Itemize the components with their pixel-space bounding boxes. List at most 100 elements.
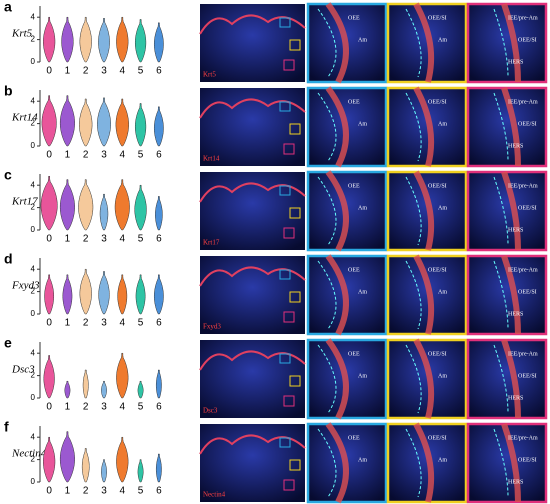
zoom-label: Am [358,205,367,211]
zoom-label: Am [438,289,447,295]
x-tick-label: 0 [46,66,52,77]
boundary [493,344,509,414]
epithelium-band [501,255,521,335]
epithelium-band [325,86,349,168]
boundary [405,344,422,414]
violin [134,19,147,63]
gene-name: Krt17 [11,196,38,208]
x-tick-label: 4 [120,318,126,329]
roi-yellow [289,123,301,135]
violin [79,98,93,147]
y-tick-label: 4 [31,96,36,105]
boundary [405,428,422,498]
zoom-label: Am [358,37,367,43]
x-tick-label: 5 [138,486,144,497]
y-tick-label: 4 [31,348,36,357]
zoom-label: OEE [348,267,360,273]
violin [59,95,75,147]
roi-magenta [283,479,295,491]
x-tick-label: 3 [101,318,107,329]
boundary [317,344,337,414]
violin [79,16,92,63]
x-tick-label: 6 [156,150,162,161]
x-tick-label: 2 [83,318,89,329]
epithelium-band [501,423,521,503]
roi-yellow [289,39,301,51]
image-gene-label: Fxyd3 [203,323,221,331]
boundary [493,92,509,162]
image-gene-label: Dsc3 [203,407,218,415]
violin [43,16,56,63]
zoom-label: Am [358,457,367,463]
x-tick-label: 4 [120,486,126,497]
boundary [317,428,337,498]
image-gene-label: Krt5 [203,71,216,79]
epithelium-band [501,87,521,167]
zoom-label: OEE/SI [428,435,447,441]
violin [97,97,111,147]
y-tick-label: 0 [31,225,36,234]
boundary [493,176,509,246]
x-tick-label: 2 [83,150,89,161]
violin [137,459,144,483]
violin [114,179,130,231]
zoom-label: OEE/SI [518,205,537,211]
violin [59,179,75,231]
x-tick-label: 1 [65,66,71,77]
x-tick-label: 4 [120,402,126,413]
x-tick-label: 0 [46,486,52,497]
x-tick-label: 2 [83,402,89,413]
zoom-label: OEE/SI [428,183,447,189]
panel-letter: c [4,167,12,183]
x-tick-label: 3 [101,486,107,497]
y-tick-label: 4 [31,180,36,189]
x-tick-label: 4 [120,234,126,245]
zoom-label: OEE/SI [428,267,447,273]
x-tick-label: 1 [65,402,71,413]
x-tick-label: 2 [83,486,89,497]
violin [44,274,55,315]
x-tick-label: 0 [46,402,52,413]
boundary [317,92,337,162]
x-tick-label: 4 [120,66,126,77]
violin [41,95,57,147]
y-tick-label: 4 [31,264,36,273]
epithelium-band [501,171,521,251]
x-tick-label: 4 [120,150,126,161]
zoom-label: OEE/SI [518,121,537,127]
panel-letter: a [4,0,12,15]
boundary [493,260,509,330]
zoom-label: IEE/pre-Am [508,183,538,189]
gene-name: Fxyd3 [11,280,40,292]
violin [134,184,147,231]
violin [82,369,89,399]
violin [135,274,146,315]
y-tick-label: 0 [31,309,36,318]
y-tick-label: 2 [31,287,36,296]
x-tick-label: 5 [138,150,144,161]
roi-magenta [283,227,295,239]
zoom-label: HERS [508,59,523,65]
y-tick-label: 0 [31,477,36,486]
violin [101,380,107,399]
x-tick-label: 5 [138,402,144,413]
violin [153,274,164,315]
roi-yellow [289,375,301,387]
x-tick-label: 0 [46,150,52,161]
epithelium-band [413,170,435,251]
zoom-label: OEE [348,435,360,441]
zoom-label: Am [438,205,447,211]
roi-cyan [279,185,291,196]
zoom-label: Am [438,373,447,379]
zoom-label: IEE/pre-Am [508,351,538,357]
x-tick-label: 1 [65,234,71,245]
violin [64,380,71,399]
violin [40,175,58,231]
epithelium-band [413,338,435,419]
violin [62,274,73,315]
violin [81,448,90,483]
zoom-label: HERS [508,227,523,233]
violin [78,179,94,231]
gene-name: Dsc3 [11,364,35,376]
